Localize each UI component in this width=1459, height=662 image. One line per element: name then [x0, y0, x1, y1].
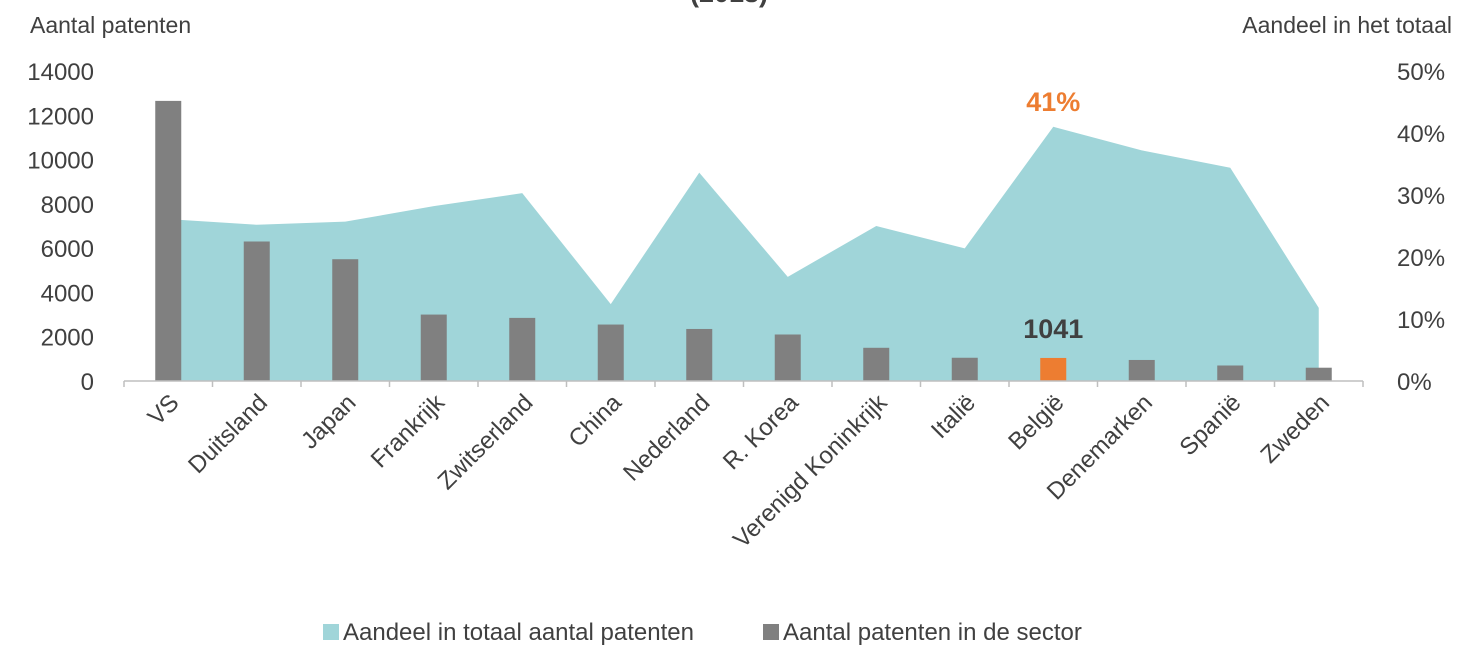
- y-left-tick-label: 0: [81, 369, 94, 396]
- y-left-tick-label: 8000: [41, 192, 94, 219]
- x-tick-label: Zwitserland: [433, 389, 539, 495]
- x-tick-label: Japan: [296, 389, 361, 454]
- bar-itali-: [951, 357, 978, 381]
- x-tick-label: Verenigd Koninkrijk: [728, 388, 893, 553]
- y-right-tick-label: 0%: [1397, 369, 1432, 396]
- y-right-tick-label: 30%: [1397, 183, 1445, 210]
- x-tick-label: Duitsland: [183, 389, 273, 479]
- bar-belgi-: [1040, 357, 1067, 381]
- bar-duitsland: [243, 241, 270, 381]
- x-tick-label: Frankrijk: [366, 388, 451, 473]
- bar-frankrijk: [420, 314, 447, 381]
- chart-title: (2018): [690, 0, 768, 8]
- bar-verenigd-koninkrijk: [863, 347, 890, 381]
- x-tick-label: Zweden: [1256, 389, 1335, 468]
- legend-label-share: Aandeel in totaal aantal patenten: [343, 619, 694, 646]
- x-tick-label: Spanië: [1175, 389, 1247, 461]
- data-label: 1041: [1023, 314, 1083, 344]
- y-left-tick-label: 14000: [27, 59, 94, 86]
- y-right-tick-label: 10%: [1397, 307, 1445, 334]
- y-right-tick-label: 50%: [1397, 59, 1445, 86]
- y-left-tick-label: 10000: [27, 148, 94, 175]
- bar-nederland: [686, 328, 713, 381]
- y-left-tick-label: 6000: [41, 236, 94, 263]
- x-tick-label: Nederland: [618, 389, 715, 486]
- bar-denemarken: [1128, 359, 1155, 381]
- y-left-tick-label: 4000: [41, 280, 94, 307]
- y-right-tick-label: 40%: [1397, 121, 1445, 148]
- area-series-share: [168, 126, 1319, 381]
- bar-zwitserland: [509, 317, 536, 381]
- bar-zweden: [1305, 367, 1332, 381]
- legend-swatch-share: [323, 624, 339, 640]
- bar-r-korea: [774, 334, 801, 381]
- y-left-axis-label: Aantal patenten: [30, 12, 191, 38]
- x-tick-label: China: [564, 389, 628, 453]
- x-tick-label: Italië: [926, 389, 981, 444]
- bar-spani-: [1217, 365, 1244, 381]
- x-tick-label: België: [1003, 389, 1069, 455]
- legend-swatch-patents: [763, 624, 779, 640]
- bar-china: [597, 324, 624, 381]
- y-right-axis-label: Aandeel in het totaal: [1242, 12, 1452, 38]
- legend-label-patents: Aantal patenten in de sector: [783, 619, 1082, 646]
- x-tick-label: R. Korea: [718, 389, 805, 476]
- y-left-tick-label: 12000: [27, 103, 94, 130]
- y-left-tick-label: 2000: [41, 325, 94, 352]
- data-label: 41%: [1026, 87, 1080, 117]
- bar-vs: [155, 100, 182, 381]
- x-tick-label: VS: [143, 389, 185, 431]
- y-right-tick-label: 20%: [1397, 245, 1445, 272]
- bar-japan: [332, 259, 359, 381]
